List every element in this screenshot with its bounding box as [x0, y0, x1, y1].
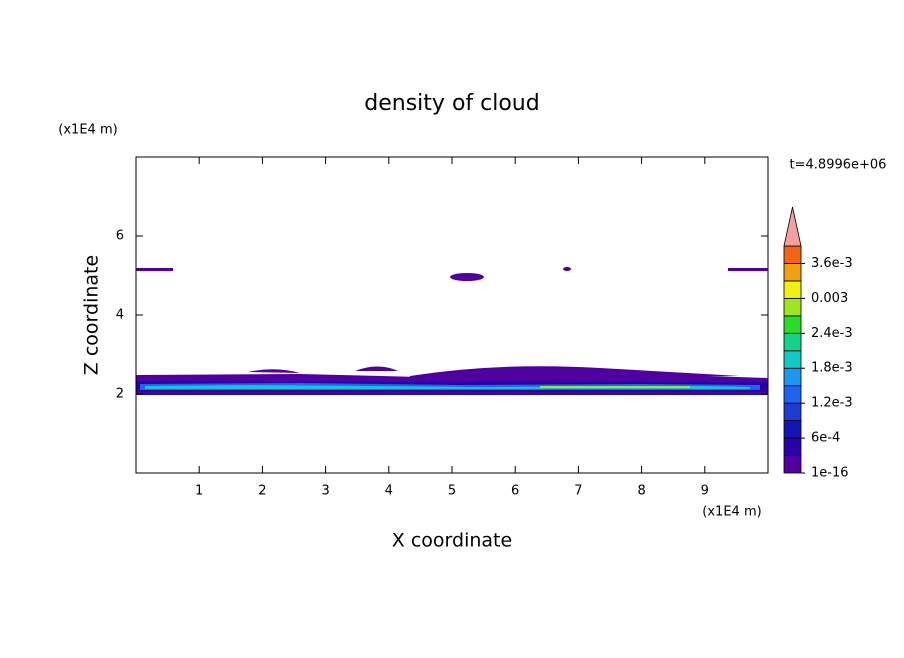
colorbar-segment [783, 367, 802, 387]
colorbar-segment [783, 297, 802, 317]
colorbar-segment [783, 315, 802, 334]
colorbar-segment [783, 420, 802, 439]
colorbar-segment [783, 455, 802, 474]
x-tick-label: 3 [321, 484, 329, 499]
y-unit: (x1E4 m) [58, 123, 117, 138]
colorbar-label: 1e-16 [811, 466, 849, 481]
colorbar-segment [783, 402, 802, 422]
colorbar-segment [783, 437, 802, 456]
x-tick-label: 7 [574, 484, 582, 499]
x-tick-label: 8 [637, 484, 645, 499]
colorbar-label: 1.2e-3 [811, 396, 853, 411]
colorbar-extend [783, 206, 802, 247]
x-unit: (x1E4 m) [702, 505, 761, 520]
colorbar-segment [783, 245, 802, 264]
colorbar-segment [783, 332, 802, 352]
colorbar-label: 1.8e-3 [811, 361, 853, 376]
colorbar-segment [783, 350, 802, 369]
time-label: t=4.8996e+06 [790, 158, 887, 173]
x-tick-label: 9 [701, 484, 709, 499]
colorbar-segment [783, 280, 802, 299]
plot-frame [135, 156, 769, 474]
y-axis-label: Z coordinate [81, 255, 103, 375]
x-axis-label: X coordinate [392, 530, 512, 552]
chart-title: density of cloud [364, 91, 539, 116]
colorbar-segment [783, 385, 802, 404]
x-tick-label: 5 [448, 484, 456, 499]
y-tick-label: 4 [116, 308, 124, 323]
x-tick-label: 1 [195, 484, 203, 499]
x-tick-label: 2 [258, 484, 266, 499]
y-tick-label: 6 [116, 229, 124, 244]
colorbar-label: 0.003 [811, 291, 848, 306]
cloud-field [136, 267, 768, 395]
x-tick-label: 4 [385, 484, 393, 499]
y-tick-label: 2 [116, 387, 124, 402]
colorbar-label: 2.4e-3 [811, 326, 853, 341]
x-tick-label: 6 [511, 484, 519, 499]
colorbar-label: 6e-4 [811, 431, 840, 446]
colorbar-label: 3.6e-3 [811, 256, 853, 271]
colorbar-segment [783, 263, 802, 282]
